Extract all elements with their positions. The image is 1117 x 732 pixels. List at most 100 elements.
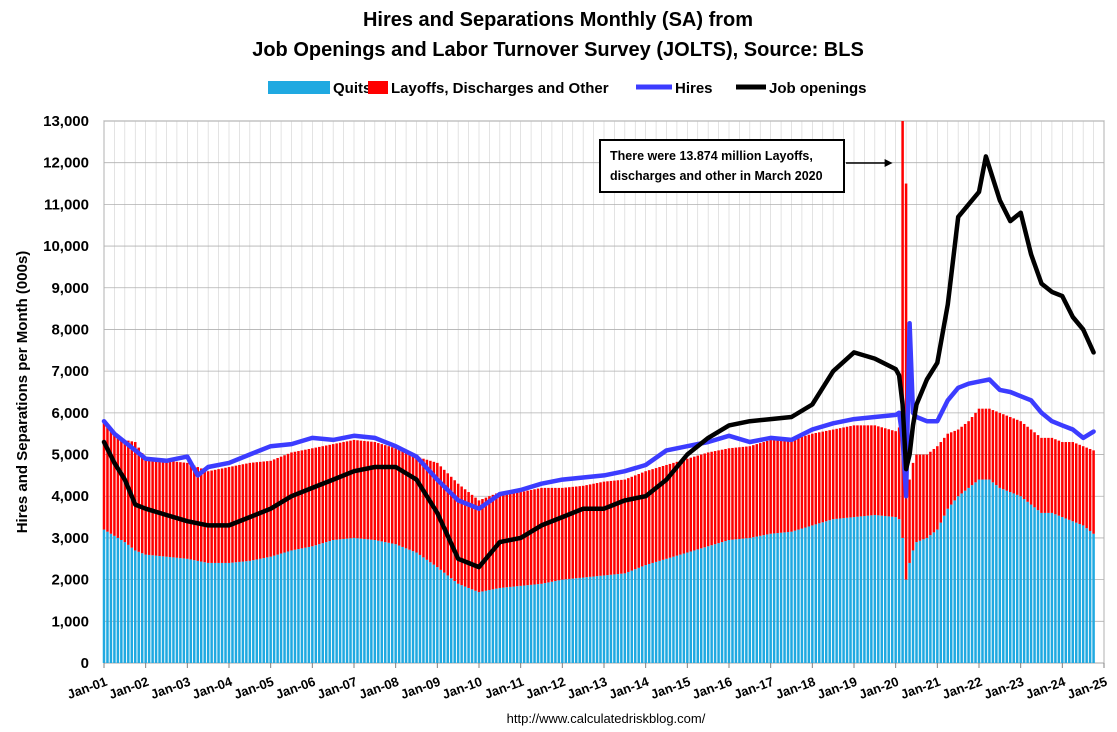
bar-layoffs: [324, 445, 328, 543]
bar-layoffs: [759, 443, 762, 536]
bar-quits: [342, 538, 345, 663]
bar-quits: [581, 577, 585, 663]
bar-quits: [1085, 528, 1088, 663]
bar-layoffs: [1092, 450, 1095, 534]
bar-layoffs: [960, 426, 963, 494]
bar-quits: [710, 545, 713, 663]
bar-layoffs: [557, 487, 561, 581]
bar-layoffs: [630, 476, 634, 571]
bar-layoffs: [873, 425, 877, 515]
bar-quits: [693, 550, 696, 663]
bar-quits: [533, 584, 536, 663]
bar-layoffs: [922, 454, 925, 540]
bar-quits: [283, 552, 286, 663]
bar-quits: [651, 562, 654, 663]
bar-quits: [630, 570, 634, 663]
bar-layoffs: [370, 441, 373, 540]
bar-layoffs: [679, 460, 682, 555]
bar-quits: [762, 535, 765, 663]
bar-quits: [106, 531, 109, 663]
bar-quits: [929, 535, 932, 663]
bar-layoffs: [241, 464, 245, 562]
bar-quits: [686, 552, 689, 663]
bar-layoffs: [713, 451, 717, 545]
bar-quits: [449, 578, 453, 663]
bar-quits: [887, 516, 890, 663]
bar-layoffs: [1009, 417, 1012, 493]
bar-quits: [943, 515, 946, 663]
bar-layoffs: [495, 493, 498, 589]
bar-layoffs: [915, 454, 918, 543]
bar-quits: [241, 561, 245, 663]
bar-layoffs: [672, 462, 675, 557]
bar-quits: [1047, 512, 1050, 663]
bar-quits: [578, 577, 581, 663]
bar-quits: [314, 545, 318, 663]
bar-layoffs: [717, 450, 720, 544]
bar-quits: [206, 562, 210, 663]
bar-quits: [179, 558, 182, 663]
bar-quits: [918, 540, 922, 663]
bar-layoffs: [901, 121, 904, 538]
bar-quits: [620, 573, 623, 663]
bar-quits: [769, 533, 772, 663]
bar-quits: [335, 539, 338, 663]
bar-layoffs: [231, 466, 234, 563]
bar-quits: [175, 557, 179, 663]
y-axis-ticks: 0 1,000 2,000 3,000 4,000 5,000 6,000 7,000 8,00…: [43, 113, 89, 672]
bar-layoffs: [227, 467, 231, 563]
bar-layoffs: [592, 483, 595, 577]
bar-quits: [838, 518, 842, 663]
bar-quits: [404, 548, 408, 663]
bar-layoffs: [248, 462, 252, 561]
bar-quits: [123, 542, 127, 663]
bar-quits: [904, 579, 908, 663]
bar-quits: [248, 560, 252, 663]
bar-quits: [786, 532, 790, 663]
bar-layoffs: [568, 487, 571, 579]
bar-quits: [925, 537, 929, 663]
bar-quits: [599, 575, 602, 663]
bar-layoffs: [783, 439, 786, 533]
bar-layoffs: [373, 442, 377, 541]
bar-layoffs: [606, 481, 609, 576]
bar-layoffs: [238, 464, 241, 562]
bar-layoffs: [706, 452, 710, 547]
y-tick-label: 5,000: [51, 447, 89, 464]
bar-quits: [679, 554, 682, 663]
bar-layoffs: [571, 486, 574, 579]
bar-layoffs: [939, 442, 943, 523]
bar-quits: [609, 574, 613, 663]
bar-layoffs: [675, 461, 679, 556]
bar-quits: [661, 559, 665, 663]
bar-layoffs: [217, 469, 220, 563]
bar-quits: [793, 530, 797, 663]
bar-layoffs: [418, 457, 422, 555]
bar-layoffs: [182, 462, 186, 559]
bar-quits: [939, 522, 943, 663]
bar-quits: [637, 567, 640, 663]
bar-quits: [161, 556, 165, 663]
bar-layoffs: [533, 489, 536, 585]
bar-quits: [991, 482, 995, 663]
bar-layoffs: [741, 446, 745, 539]
bar-layoffs: [686, 458, 689, 553]
bar-quits: [363, 538, 366, 663]
bar-layoffs: [870, 425, 873, 516]
bar-quits: [1071, 521, 1074, 663]
bar-layoffs: [953, 430, 956, 501]
bar-quits: [866, 515, 870, 663]
bar-layoffs: [585, 485, 588, 578]
bar-quits: [849, 517, 852, 663]
bar-layoffs: [446, 473, 449, 576]
bar-layoffs: [397, 449, 401, 546]
bar-quits: [1022, 499, 1026, 663]
bar-layoffs: [474, 497, 477, 591]
bar-quits: [408, 549, 411, 663]
bar-layoffs: [307, 448, 311, 547]
bar-quits: [304, 547, 307, 663]
bar-layoffs: [595, 483, 599, 577]
bar-layoffs: [668, 463, 672, 558]
bar-quits: [1040, 512, 1043, 663]
bar-layoffs: [831, 429, 835, 520]
